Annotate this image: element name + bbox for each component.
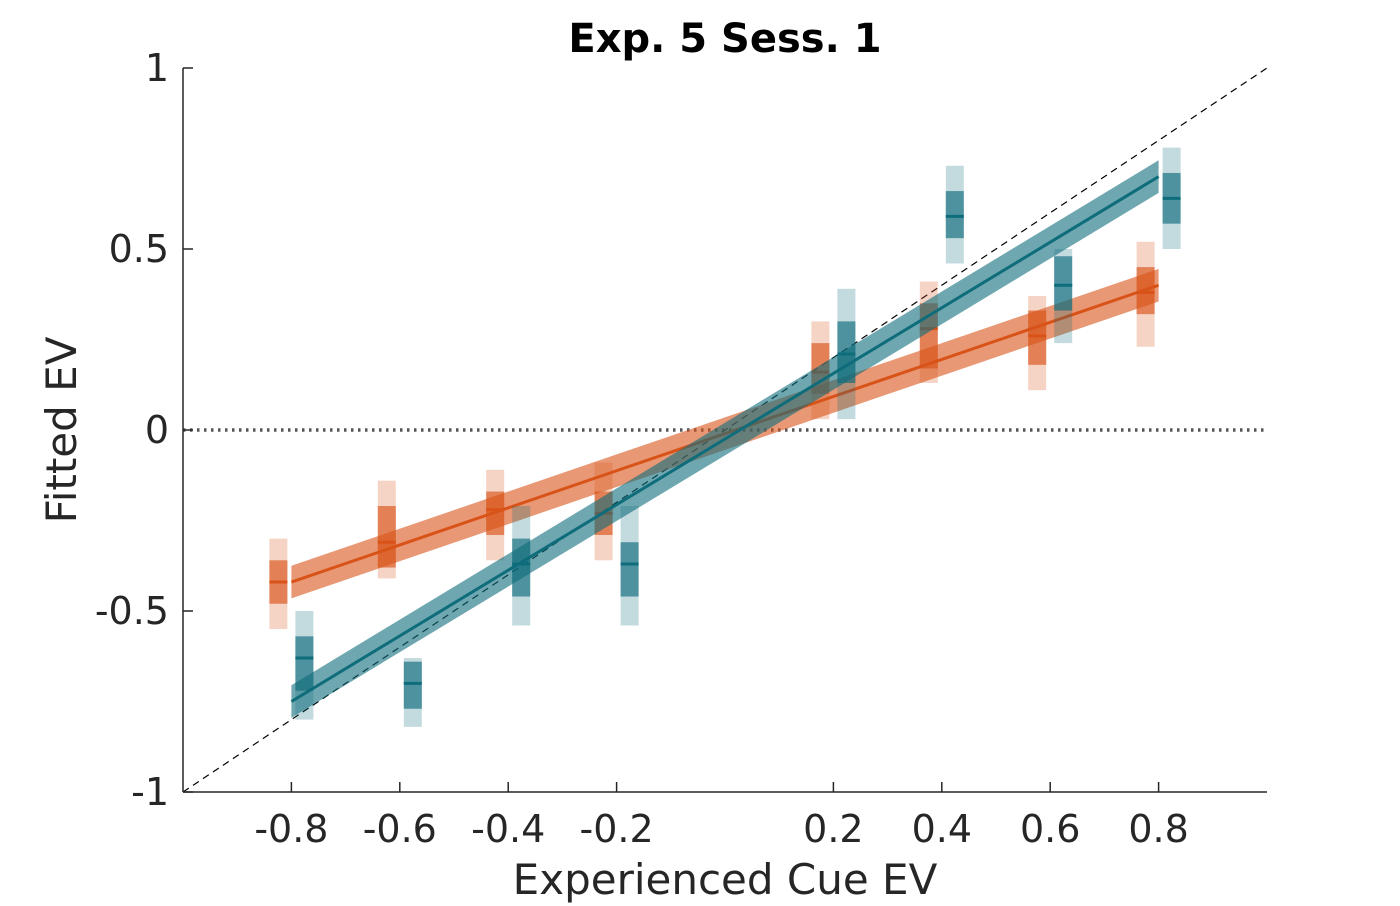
- inner-interval-s2-p7: [1054, 256, 1073, 311]
- x-tick-label: 0.8: [1128, 807, 1188, 851]
- y-tick-label: 0.5: [109, 227, 169, 271]
- y-ticks: -1 -0.5 0 0.5 1: [95, 46, 193, 814]
- fit-line-series-2: [290, 175, 1160, 703]
- inner-interval-s2-p5: [837, 321, 856, 383]
- y-axis-title: Fitted EV: [37, 336, 86, 523]
- y-tick-label: 0: [145, 408, 169, 452]
- inner-interval-s1-p8: [1136, 267, 1155, 315]
- inner-interval-s1-p3: [486, 491, 505, 535]
- inner-interval-s1-p7: [1028, 310, 1047, 365]
- x-tick-label: -0.4: [471, 807, 545, 851]
- chart-title: Exp. 5 Sess. 1: [568, 16, 881, 62]
- inner-interval-s2-p1: [295, 636, 314, 691]
- inner-interval-s2-p6: [945, 191, 964, 239]
- inner-interval-s2-p4: [620, 542, 639, 597]
- x-axis-title: Experienced Cue EV: [513, 855, 938, 904]
- y-tick-label: -0.5: [95, 589, 169, 633]
- x-tick-label: -0.2: [580, 807, 654, 851]
- x-tick-label: -0.8: [254, 807, 328, 851]
- plot-area: [182, 67, 1268, 793]
- x-ticks: -0.8 -0.6 -0.4 -0.2 0.2 0.4 0.6 0.8: [254, 782, 1189, 851]
- x-tick-label: 0.6: [1020, 807, 1080, 851]
- y-tick-label: 1: [145, 46, 169, 90]
- x-tick-label: 0.2: [803, 807, 863, 851]
- x-tick-label: -0.6: [363, 807, 437, 851]
- inner-interval-s1-p2: [377, 506, 396, 568]
- y-tick-label: -1: [131, 770, 169, 814]
- x-tick-label: 0.4: [912, 807, 972, 851]
- inner-interval-s2-p3: [512, 538, 531, 597]
- inner-interval-s2-p2: [403, 661, 422, 709]
